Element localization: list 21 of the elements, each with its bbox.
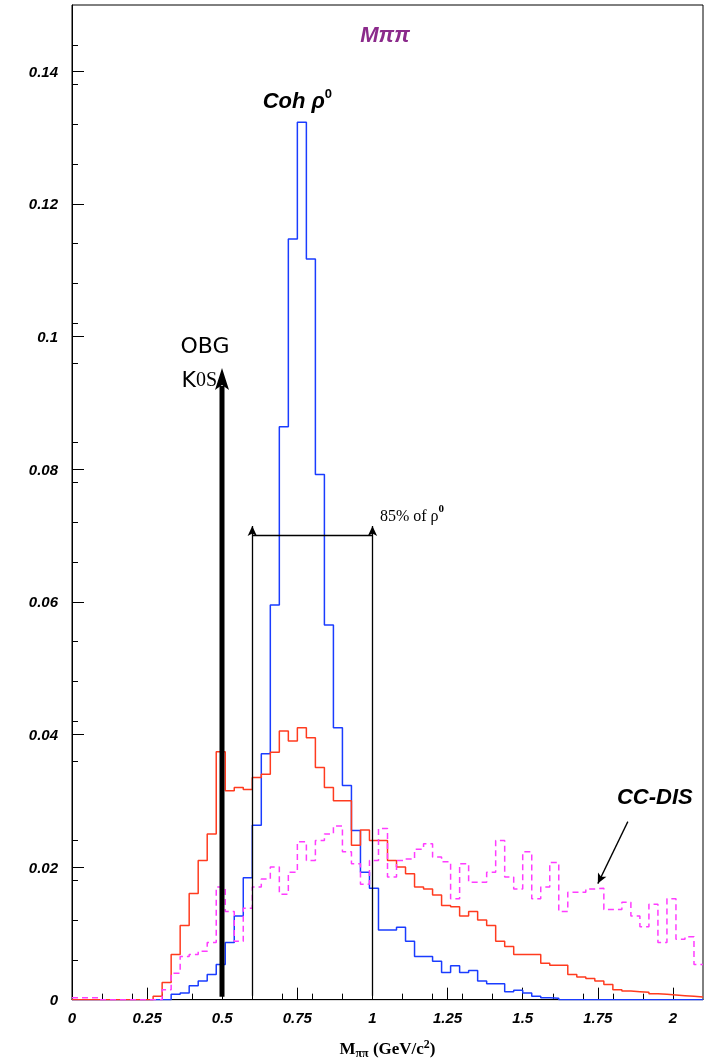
y-tick-label: 0 xyxy=(49,991,59,1009)
y-tick-label: 0.12 xyxy=(28,195,59,213)
x-tick-label: 1 xyxy=(368,1008,377,1026)
text: Mππ xyxy=(360,21,411,47)
y-tick-label: 0.02 xyxy=(28,858,59,876)
x-tick-label: 0.25 xyxy=(132,1008,163,1026)
x-tick-label: 0.75 xyxy=(282,1008,313,1026)
x-tick-label: 1.25 xyxy=(432,1008,463,1026)
y-tick-label: 0.04 xyxy=(28,725,59,743)
x-tick-label: 1.75 xyxy=(583,1008,614,1026)
x-tick-label: 2 xyxy=(667,1008,678,1026)
y-tick-label: 0.06 xyxy=(28,593,59,611)
y-tick-label: 0.08 xyxy=(28,460,59,478)
ref-line-label: K0S xyxy=(181,366,218,392)
x-tick-label: 0.5 xyxy=(211,1008,234,1026)
x-tick-label: 1.5 xyxy=(512,1008,534,1026)
annotation: OBG xyxy=(180,332,230,358)
y-tick-label: 0.14 xyxy=(28,62,59,80)
x-tick-label: 0 xyxy=(67,1008,77,1026)
y-tick-label: 0.1 xyxy=(37,328,58,346)
annotation: CC-DIS xyxy=(616,784,694,810)
